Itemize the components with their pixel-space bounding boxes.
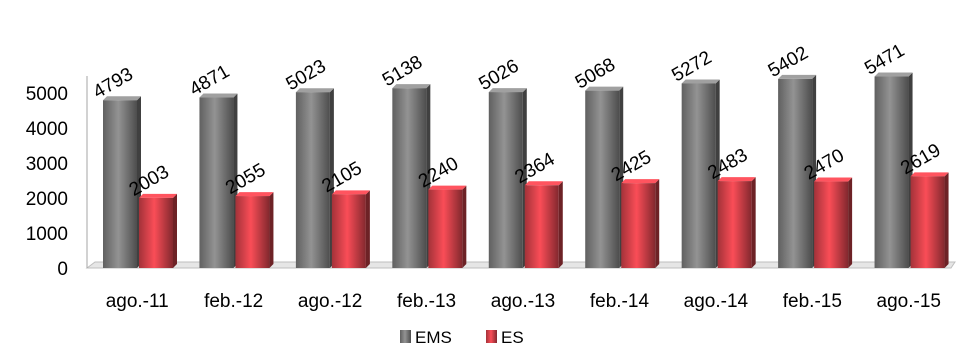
bar-top-ems <box>199 93 238 98</box>
legend-swatch-ems <box>400 330 411 343</box>
bar-es <box>814 181 849 268</box>
x-tick-label: ago.-14 <box>684 291 749 312</box>
bar-side-es <box>751 177 756 268</box>
bar-side-es <box>655 179 660 268</box>
y-tick-label: 0 <box>57 259 68 280</box>
bar-ems <box>681 83 716 268</box>
bar-top-es <box>621 179 660 184</box>
bar-top-es <box>814 177 853 182</box>
bar-ems <box>103 100 137 269</box>
bar-top-ems <box>295 88 334 93</box>
x-tick-label: ago.-11 <box>106 291 169 312</box>
bar-top-es <box>331 190 370 195</box>
bar-top-ems <box>585 86 624 91</box>
x-tick-label: feb.-15 <box>783 291 842 312</box>
bar-ems <box>295 92 330 268</box>
bar-es <box>139 197 173 268</box>
bar-top-es <box>139 193 177 198</box>
bar-top-es <box>910 172 949 177</box>
bar-ems <box>488 92 523 268</box>
bar-side-es <box>944 172 949 268</box>
y-tick-label: 1000 <box>26 224 68 245</box>
bar-ems <box>199 97 234 268</box>
bar-es <box>717 181 752 268</box>
bar-es <box>331 194 366 268</box>
y-tick-label: 3000 <box>26 154 68 175</box>
bar-top-ems <box>488 88 527 93</box>
legend-label-ems: EMS <box>415 328 452 347</box>
bar-ems <box>392 88 427 268</box>
bar-top-es <box>524 181 563 186</box>
bar-side-es <box>462 185 467 268</box>
x-tick-label: ago.-12 <box>298 291 362 312</box>
x-tick-label: ago.-13 <box>491 291 555 312</box>
y-tick-label: 5000 <box>26 84 68 105</box>
x-tick-label: feb.-13 <box>397 291 456 312</box>
bar-top-es <box>717 177 756 182</box>
bar-es <box>910 176 945 268</box>
bar-es <box>621 183 656 268</box>
bar-top-ems <box>681 79 720 84</box>
bar-ems <box>778 78 813 269</box>
x-tick-label: ago.-15 <box>877 291 941 312</box>
x-tick-label: feb.-14 <box>590 291 650 312</box>
bar-top-ems <box>778 74 817 79</box>
legend-label-es: ES <box>501 328 524 347</box>
bar-top-es <box>235 192 274 197</box>
bar-top-ems <box>874 72 913 77</box>
bar-top-ems <box>392 84 431 89</box>
bar-side-es <box>848 177 853 268</box>
y-tick-label: 2000 <box>26 189 68 210</box>
bar-es <box>235 196 270 268</box>
legend-swatch-es <box>486 330 497 343</box>
bar-es <box>524 185 559 268</box>
bar-top-ems <box>103 96 141 101</box>
x-tick-label: feb.-12 <box>204 291 263 312</box>
bar-ems <box>874 76 909 268</box>
bar-es <box>428 189 463 268</box>
y-tick-label: 4000 <box>26 119 68 140</box>
bar-side-es <box>173 193 177 268</box>
bar-side-es <box>269 192 274 268</box>
bar-side-es <box>365 190 370 268</box>
bar-top-es <box>428 185 467 190</box>
bar-ems <box>585 90 620 269</box>
bar-side-es <box>558 181 563 268</box>
